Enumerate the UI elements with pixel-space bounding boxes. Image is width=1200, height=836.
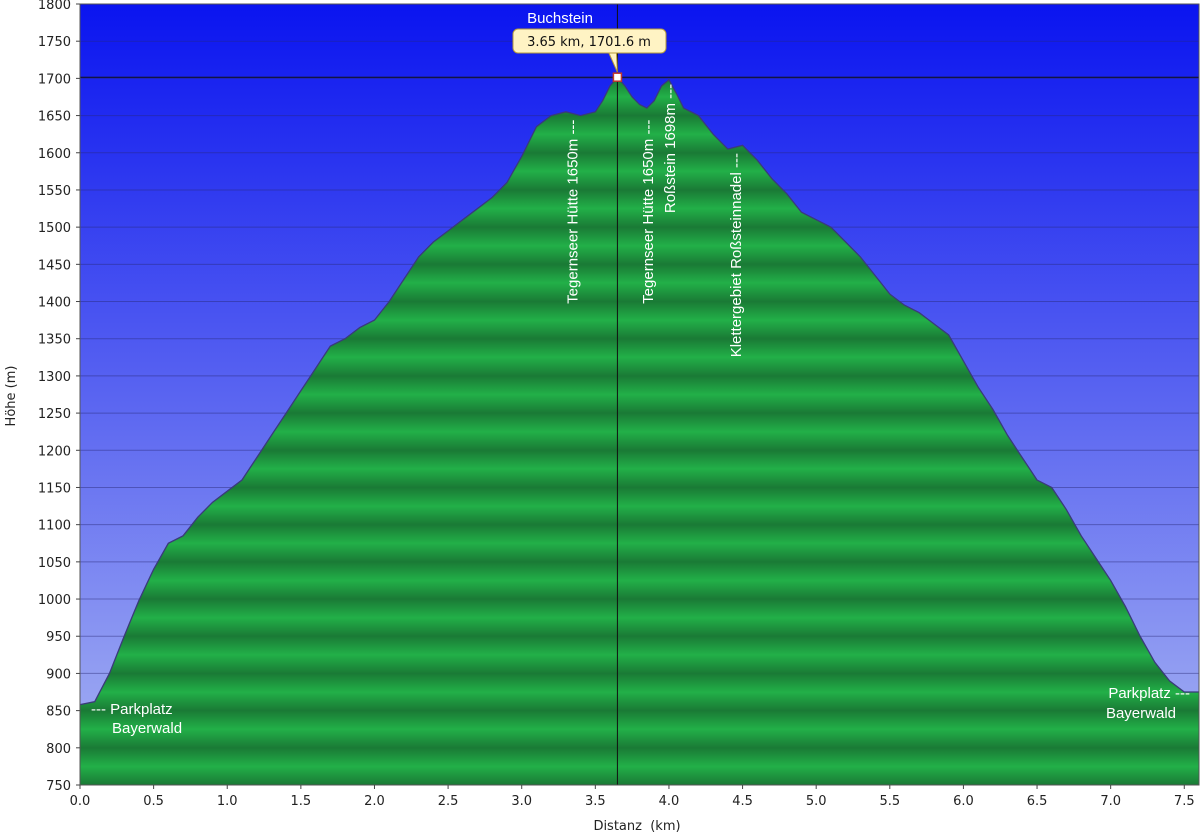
x-tick-label-7.5: 7.5 xyxy=(1174,794,1195,809)
marker-name: Buchstein xyxy=(527,10,593,27)
tooltip-box xyxy=(512,28,667,54)
x-tick-label-0.5: 0.5 xyxy=(143,794,164,809)
x-tick-label-4.5: 4.5 xyxy=(732,794,753,809)
y-tick-label-1300: 1300 xyxy=(38,370,71,385)
y-tick-label-900: 900 xyxy=(46,667,71,682)
y-tick-label-800: 800 xyxy=(46,742,71,757)
x-tick-label-6.0: 6.0 xyxy=(953,794,974,809)
start-label-line1: --- Parkplatz xyxy=(91,701,173,718)
x-tick-label-2.5: 2.5 xyxy=(438,794,459,809)
y-tick-label-1700: 1700 xyxy=(38,72,71,87)
tooltip-text: 3.65 km, 1701.6 m xyxy=(527,35,651,50)
waypoint-label-3: Roßstein 1698m --- xyxy=(662,84,679,213)
y-tick-label-1250: 1250 xyxy=(38,407,71,422)
elevation-line xyxy=(79,76,1199,706)
y-tick-label-1000: 1000 xyxy=(38,593,71,608)
waypoint-label-1: Tegernseer Hütte 1650m --- xyxy=(565,120,582,304)
x-axis-label: Distanz (km) xyxy=(593,819,680,834)
end-label-line2: Bayerwald xyxy=(1106,705,1176,722)
x-tick-label-2.0: 2.0 xyxy=(364,794,385,809)
x-tick-label-1.5: 1.5 xyxy=(291,794,312,809)
y-tick-label-1650: 1650 xyxy=(38,110,71,125)
start-label-line2: Bayerwald xyxy=(112,720,182,737)
waypoint-label-2: Tegernseer Hütte 1650m --- xyxy=(640,120,657,304)
x-tick-label-7.0: 7.0 xyxy=(1100,794,1121,809)
summit-marker[interactable]: 3.65 km, 1701.6 m Buchstein xyxy=(512,10,667,82)
y-tick-label-1450: 1450 xyxy=(38,258,71,273)
y-tick-label-1100: 1100 xyxy=(38,519,71,534)
y-axis-ticks: 750 800 850 900 950 1000 1050 1100 1150 1200 1250 1… xyxy=(38,0,80,794)
waypoint-labels: Tegernseer Hütte 1650m --- Tegernseer Hüt… xyxy=(565,84,745,357)
x-axis-ticks: 0.0 0.5 1.0 1.5 2.0 2.5 3.0 3.5 4.0 4.5 5.0 5.5 6.0 6… xyxy=(70,785,1195,809)
y-tick-label-850: 850 xyxy=(46,705,71,720)
end-label-line1: Parkplatz --- xyxy=(1108,685,1190,702)
y-tick-label-1150: 1150 xyxy=(38,481,71,496)
x-tick-label-5.0: 5.0 xyxy=(806,794,827,809)
x-tick-label-5.5: 5.5 xyxy=(879,794,900,809)
y-tick-label-950: 950 xyxy=(46,630,71,645)
waypoint-label-4: Klettergebiet Roßsteinnadel --- xyxy=(728,153,745,357)
y-tick-label-750: 750 xyxy=(46,779,71,794)
x-tick-label-1.0: 1.0 xyxy=(217,794,238,809)
y-tick-label-1750: 1750 xyxy=(38,35,71,50)
y-tick-label-1800: 1800 xyxy=(38,0,71,13)
x-tick-label-6.5: 6.5 xyxy=(1027,794,1048,809)
y-tick-label-1400: 1400 xyxy=(38,296,71,311)
y-tick-label-1600: 1600 xyxy=(38,147,71,162)
elevation-area xyxy=(80,77,1199,785)
y-tick-label-1550: 1550 xyxy=(38,184,71,199)
y-axis-label: Höhe (m) xyxy=(4,366,19,427)
marker-point xyxy=(612,72,623,82)
y-tick-label-1050: 1050 xyxy=(38,556,71,571)
y-tick-label-1350: 1350 xyxy=(38,333,71,348)
x-tick-label-3.5: 3.5 xyxy=(585,794,606,809)
x-tick-label-4.0: 4.0 xyxy=(659,794,680,809)
y-tick-label-1500: 1500 xyxy=(38,221,71,236)
plot-frame xyxy=(79,3,1200,786)
y-tick-label-1200: 1200 xyxy=(38,444,71,459)
endpoint-labels: --- Parkplatz Bayerwald Parkplatz --- Ba… xyxy=(91,685,1190,737)
x-tick-label-3.0: 3.0 xyxy=(511,794,532,809)
x-tick-label-0.0: 0.0 xyxy=(70,794,91,809)
